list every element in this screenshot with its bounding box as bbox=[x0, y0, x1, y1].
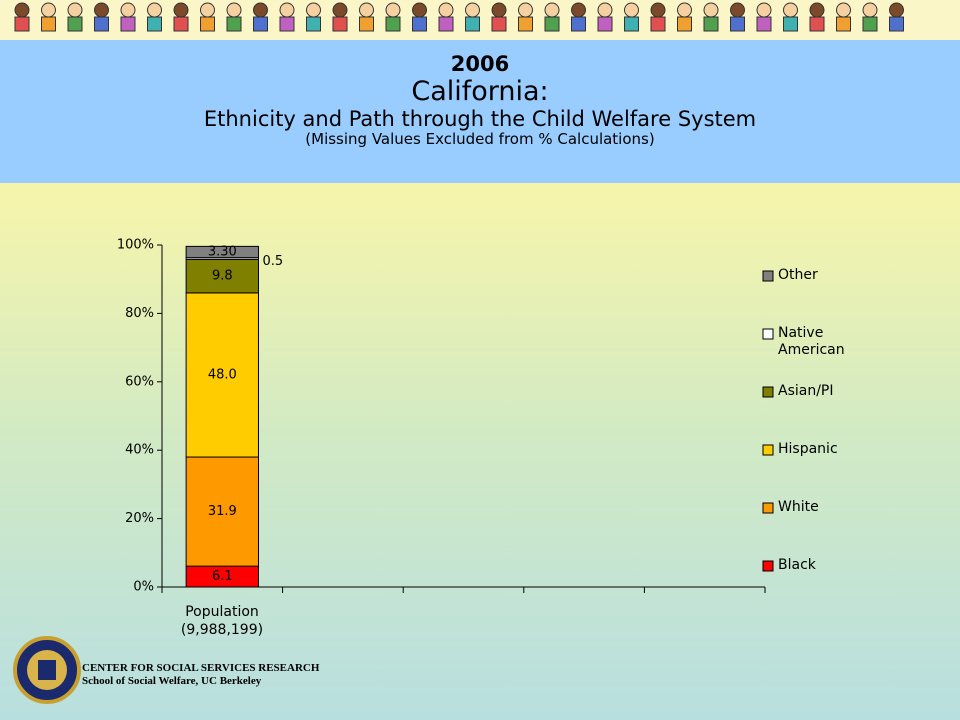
footer-line: School of Social Welfare, UC Berkeley bbox=[82, 675, 262, 688]
note: (Missing Values Excluded from % Calculat… bbox=[305, 130, 655, 149]
legend-label: Native American bbox=[778, 325, 845, 358]
legend-label: White bbox=[778, 499, 819, 515]
y-tick-label: 0% bbox=[133, 580, 154, 595]
legend-label: Other bbox=[778, 267, 818, 283]
data-label: 0.5 bbox=[262, 254, 283, 269]
logo bbox=[13, 636, 81, 704]
y-tick-label: 40% bbox=[125, 443, 154, 458]
kids-pattern bbox=[14, 2, 904, 32]
kid-body bbox=[120, 16, 136, 32]
kid-body bbox=[544, 16, 560, 32]
kid-body bbox=[518, 16, 533, 32]
kid-body bbox=[226, 16, 242, 32]
decorative-strip bbox=[0, 0, 960, 40]
kid-body bbox=[889, 16, 904, 32]
bar-segment bbox=[185, 292, 259, 458]
legend-swatch bbox=[762, 270, 774, 282]
kid-body bbox=[332, 16, 348, 32]
kid-body bbox=[359, 16, 374, 32]
data-label: 6.1 bbox=[212, 569, 233, 584]
kid-body bbox=[862, 16, 878, 32]
data-label: 48.0 bbox=[208, 367, 237, 382]
legend-swatch bbox=[762, 560, 774, 572]
kid-body bbox=[703, 16, 719, 32]
kid-body bbox=[412, 16, 427, 32]
footer-line: CENTER FOR SOCIAL SERVICES RESEARCH bbox=[82, 662, 320, 674]
kid-body bbox=[147, 16, 162, 32]
y-tick-label: 80% bbox=[125, 306, 154, 321]
kid-body bbox=[491, 16, 507, 32]
x-tick-label: Population (9,988,199) bbox=[180, 604, 264, 639]
kid-body bbox=[650, 16, 666, 32]
state-title: California: bbox=[411, 76, 549, 108]
year: 2006 bbox=[450, 52, 510, 76]
legend-swatch bbox=[762, 328, 774, 340]
kid-body bbox=[756, 16, 772, 32]
y-tick-label: 60% bbox=[125, 374, 154, 389]
kid-body bbox=[253, 16, 268, 32]
kid-body bbox=[385, 16, 401, 32]
kid-body bbox=[465, 16, 480, 32]
bar-segment bbox=[185, 258, 259, 294]
footer: CENTER FOR SOCIAL SERVICES RESEARCH Scho… bbox=[82, 662, 319, 688]
y-tick-label: 100% bbox=[117, 238, 154, 253]
kid-body bbox=[677, 16, 692, 32]
header-band: 2006 California: Ethnicity and Path thro… bbox=[0, 40, 960, 183]
kid-body bbox=[597, 16, 613, 32]
subtitle: Ethnicity and Path through the Child Wel… bbox=[203, 107, 757, 132]
legend-label: Black bbox=[778, 557, 816, 573]
kid-body bbox=[279, 16, 295, 32]
kid-body bbox=[200, 16, 215, 32]
data-label: 31.9 bbox=[208, 504, 237, 519]
legend-swatch bbox=[762, 444, 774, 456]
data-label: 3.30 bbox=[208, 245, 237, 260]
kid-body bbox=[624, 16, 639, 32]
legend-swatch bbox=[762, 386, 774, 398]
kid-body bbox=[730, 16, 745, 32]
kid-body bbox=[809, 16, 825, 32]
bar-segment bbox=[185, 456, 259, 567]
kid-body bbox=[783, 16, 798, 32]
legend-label: Hispanic bbox=[778, 441, 838, 457]
kid-body bbox=[173, 16, 189, 32]
legend-label: Asian/PI bbox=[778, 383, 834, 399]
kid-body bbox=[438, 16, 454, 32]
kid-body bbox=[571, 16, 586, 32]
kid-body bbox=[306, 16, 321, 32]
kid-body bbox=[14, 16, 30, 32]
kid-body bbox=[67, 16, 83, 32]
y-tick-label: 20% bbox=[125, 511, 154, 526]
legend-swatch bbox=[762, 502, 774, 514]
kid-body bbox=[836, 16, 851, 32]
bar-segment bbox=[185, 245, 259, 259]
data-label: 9.8 bbox=[212, 269, 233, 284]
kid-body bbox=[41, 16, 56, 32]
kid-body bbox=[94, 16, 109, 32]
